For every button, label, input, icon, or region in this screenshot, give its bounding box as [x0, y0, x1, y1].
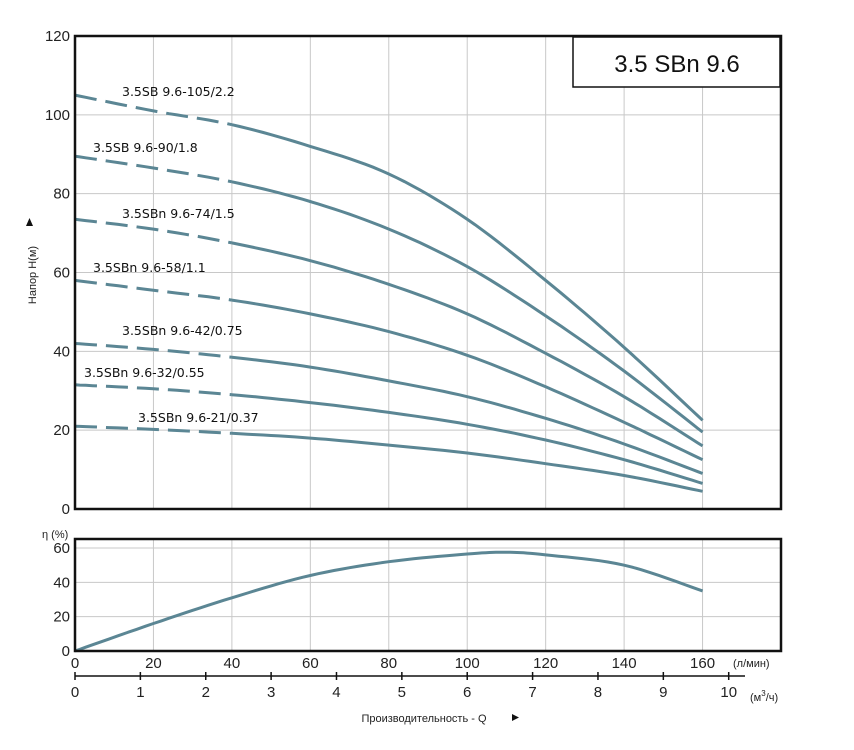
curve-label: 3.5SBn 9.6-74/1.5: [122, 206, 235, 221]
head-y-axis-label: Напор H(м): [27, 246, 39, 304]
head-curve-dashed: [74, 93, 233, 127]
efficiency-y-ticks: 0 20 40 60: [53, 540, 70, 660]
head-curve-dashed: [74, 383, 233, 397]
head-chart-frame: [73, 34, 783, 511]
curve-label: 3.5SBn 9.6-32/0.55: [84, 365, 205, 380]
curve-label: 3.5SBn 9.6-58/1.1: [93, 260, 206, 275]
head-y-ticks: 0 20 40 60 80 100 120: [45, 28, 70, 518]
chart-title-box: [572, 36, 781, 88]
curve-label: 3.5SBn 9.6-42/0.75: [122, 323, 243, 338]
curve-label: 3.5SB 9.6-105/2.2: [122, 84, 235, 99]
efficiency-curve: [74, 550, 704, 653]
x-tick-label: 100: [455, 655, 480, 672]
curve-label: 3.5SBn 9.6-21/0.37: [138, 410, 259, 425]
curve-labels: 3.5SB 9.6-105/2.2 3.5SB 9.6-90/1.8 3.5SBn …: [84, 84, 259, 425]
x2-tick-label: 10: [720, 684, 737, 701]
x2-tick-label: 7: [528, 684, 536, 701]
y-tick-label: 40: [53, 343, 70, 360]
flow-m3h-unit: (м3/ч): [750, 689, 778, 704]
y-tick-label: 60: [53, 540, 70, 557]
head-curve: [231, 180, 704, 434]
flow-m3h-ticks: 0 1 2 3 4 5 6 7 8 9 10: [71, 672, 737, 701]
efficiency-curve-line: [74, 550, 704, 653]
x2-tick-label: 8: [594, 684, 602, 701]
x2-tick-label: 5: [398, 684, 406, 701]
head-curve-dashed: [74, 154, 233, 184]
x2-tick-label: 2: [202, 684, 210, 701]
chart-title: 3.5 SBn 9.6: [614, 51, 739, 78]
head-curve-dashed: [74, 342, 233, 359]
y-tick-label: 40: [53, 574, 70, 591]
head-curve: [231, 123, 704, 422]
efficiency-y-axis-label: η (%): [42, 529, 68, 541]
x2-tick-label: 1: [136, 684, 144, 701]
y-tick-label: 20: [53, 422, 70, 439]
head-curve-dashed: [74, 217, 233, 245]
efficiency-chart-grid: [75, 539, 781, 651]
y-tick-label: 60: [53, 265, 70, 282]
head-curve: [231, 355, 704, 475]
x-tick-label: 20: [145, 655, 162, 672]
x-tick-label: 80: [380, 655, 397, 672]
head-curve: [231, 298, 704, 462]
head-curve: [231, 393, 704, 485]
flow-lmin-ticks: 0 20 40 60 80 100 120 140 160: [71, 655, 715, 672]
x2-tick-label: 3: [267, 684, 275, 701]
x2-tick-label: 6: [463, 684, 471, 701]
y-tick-label: 80: [53, 186, 70, 203]
y-tick-label: 0: [62, 501, 70, 518]
x-tick-label: 140: [612, 655, 637, 672]
head-curve: [231, 431, 703, 493]
curve-label: 3.5SB 9.6-90/1.8: [93, 140, 198, 155]
efficiency-chart-frame: [73, 537, 783, 653]
y-tick-label: 100: [45, 107, 70, 124]
x2-tick-label: 0: [71, 684, 79, 701]
flow-lmin-unit: (л/мин): [733, 658, 770, 670]
y-tick-label: 0: [62, 643, 70, 660]
y-tick-label: 20: [53, 609, 70, 626]
head-curves: [74, 93, 704, 493]
head-curve-dashed: [74, 278, 233, 302]
x2-tick-label: 9: [659, 684, 667, 701]
x-tick-label: 160: [690, 655, 715, 672]
head-chart-grid: [75, 36, 781, 509]
x-axis-label: Производительность - Q: [361, 713, 487, 725]
x-tick-label: 120: [533, 655, 558, 672]
x-tick-label: 60: [302, 655, 319, 672]
y-tick-label: 120: [45, 28, 70, 45]
head-curve-dashed: [74, 424, 232, 435]
x2-tick-label: 4: [332, 684, 340, 701]
head-curve: [231, 241, 704, 448]
x-axis-arrow-icon: [512, 714, 519, 721]
x-tick-label: 40: [224, 655, 241, 672]
x-tick-label: 0: [71, 655, 79, 672]
head-axis-arrow-icon: [26, 218, 33, 226]
